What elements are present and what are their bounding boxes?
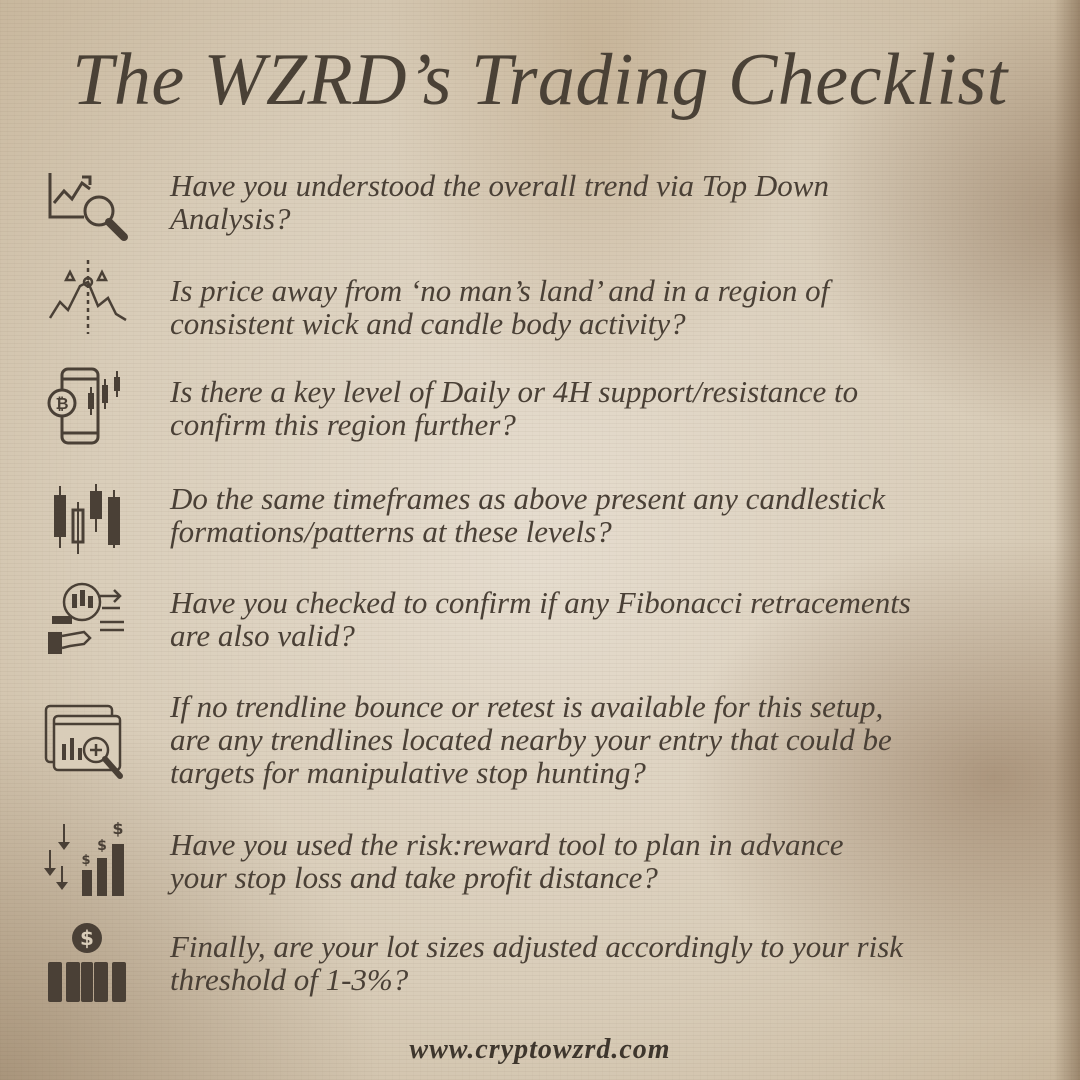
svg-text:$: $ <box>112 822 123 838</box>
checklist-item-text: Finally, are your lot sizes adjusted acc… <box>170 929 904 997</box>
svg-text:₿: ₿ <box>55 394 68 413</box>
checklist-item-text: If no trendline bounce or retest is avai… <box>170 689 892 790</box>
checklist-item-text: Do the same timeframes as above present … <box>170 481 886 549</box>
trend-analysis-icon <box>44 167 130 247</box>
window-magnifier-icon <box>44 704 130 784</box>
paper-edge <box>1054 0 1080 1080</box>
website-url: www.cryptowzrd.com <box>409 1034 671 1065</box>
svg-text:$: $ <box>97 838 107 854</box>
candlestick-icon <box>44 482 130 562</box>
checklist-item-5: Have you checked to confirm if any Fibon… <box>0 582 1080 686</box>
checklist-item-8: $ Finally, are your lot sizes adjusted a… <box>0 923 1080 1030</box>
checklist-item-3: ₿ Is there a key level of Daily or 4H su… <box>0 367 1080 475</box>
checklist-item-7: $ $ $ Have you used the risk:reward tool… <box>0 822 1080 928</box>
checklist-item-text: Is there a key level of Daily or 4H supp… <box>170 374 859 442</box>
checklist-item-1: Have you understood the overall trend vi… <box>0 165 1080 265</box>
svg-text:$: $ <box>81 853 90 868</box>
lot-size-icon: $ <box>44 922 130 1002</box>
checklist-item-2: Is price away from ‘no man’s land’ and i… <box>0 260 1080 370</box>
checklist-item-text: Is price away from ‘no man’s land’ and i… <box>170 273 830 341</box>
risk-reward-icon: $ $ $ <box>44 822 130 902</box>
mobile-bitcoin-chart-icon: ₿ <box>44 367 130 447</box>
checklist-item-4: Do the same timeframes as above present … <box>0 482 1080 582</box>
trading-analysis-icon <box>44 582 130 662</box>
checklist-item-text: Have you used the risk:reward tool to pl… <box>170 827 844 895</box>
price-chart-icon <box>44 256 130 336</box>
page-title: The WZRD’s Trading Checklist <box>72 39 1008 121</box>
svg-text:$: $ <box>80 926 94 950</box>
checklist-item-6: If no trendline bounce or retest is avai… <box>0 690 1080 790</box>
checklist-item-text: Have you understood the overall trend vi… <box>170 168 829 236</box>
checklist-item-text: Have you checked to confirm if any Fibon… <box>170 585 911 653</box>
